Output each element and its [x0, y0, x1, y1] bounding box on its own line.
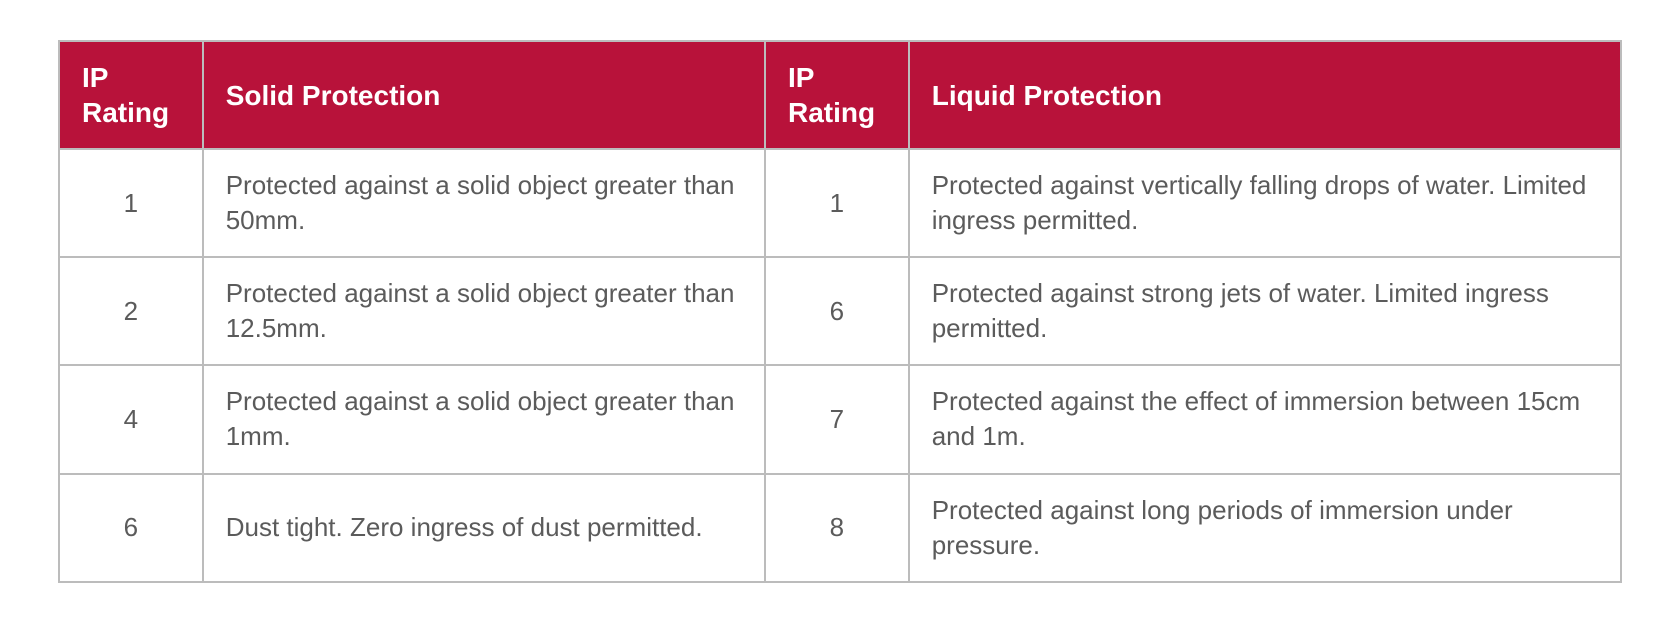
cell-solid-rating: 6 [59, 474, 203, 582]
cell-solid-rating: 2 [59, 257, 203, 365]
table-header: IP Rating Solid Protection IP Rating Liq… [59, 41, 1621, 149]
col-header-liquid-rating: IP Rating [765, 41, 909, 149]
table-row: 4 Protected against a solid object great… [59, 365, 1621, 473]
cell-solid-desc: Protected against a solid object greater… [203, 257, 765, 365]
cell-liquid-rating: 8 [765, 474, 909, 582]
cell-liquid-desc: Protected against strong jets of water. … [909, 257, 1621, 365]
cell-solid-desc: Protected against a solid object greater… [203, 149, 765, 257]
cell-solid-desc: Dust tight. Zero ingress of dust permitt… [203, 474, 765, 582]
col-header-solid-desc: Solid Protection [203, 41, 765, 149]
cell-solid-rating: 1 [59, 149, 203, 257]
cell-liquid-rating: 6 [765, 257, 909, 365]
col-header-solid-rating: IP Rating [59, 41, 203, 149]
cell-liquid-desc: Protected against vertically falling dro… [909, 149, 1621, 257]
cell-liquid-desc: Protected against the effect of immersio… [909, 365, 1621, 473]
cell-liquid-desc: Protected against long periods of immers… [909, 474, 1621, 582]
cell-liquid-rating: 1 [765, 149, 909, 257]
table-wrapper: IP Rating Solid Protection IP Rating Liq… [0, 0, 1680, 623]
cell-solid-desc: Protected against a solid object greater… [203, 365, 765, 473]
table-row: 1 Protected against a solid object great… [59, 149, 1621, 257]
ip-rating-table: IP Rating Solid Protection IP Rating Liq… [58, 40, 1622, 583]
col-header-liquid-desc: Liquid Protection [909, 41, 1621, 149]
table-row: 2 Protected against a solid object great… [59, 257, 1621, 365]
cell-solid-rating: 4 [59, 365, 203, 473]
table-header-row: IP Rating Solid Protection IP Rating Liq… [59, 41, 1621, 149]
table-row: 6 Dust tight. Zero ingress of dust permi… [59, 474, 1621, 582]
cell-liquid-rating: 7 [765, 365, 909, 473]
table-body: 1 Protected against a solid object great… [59, 149, 1621, 582]
